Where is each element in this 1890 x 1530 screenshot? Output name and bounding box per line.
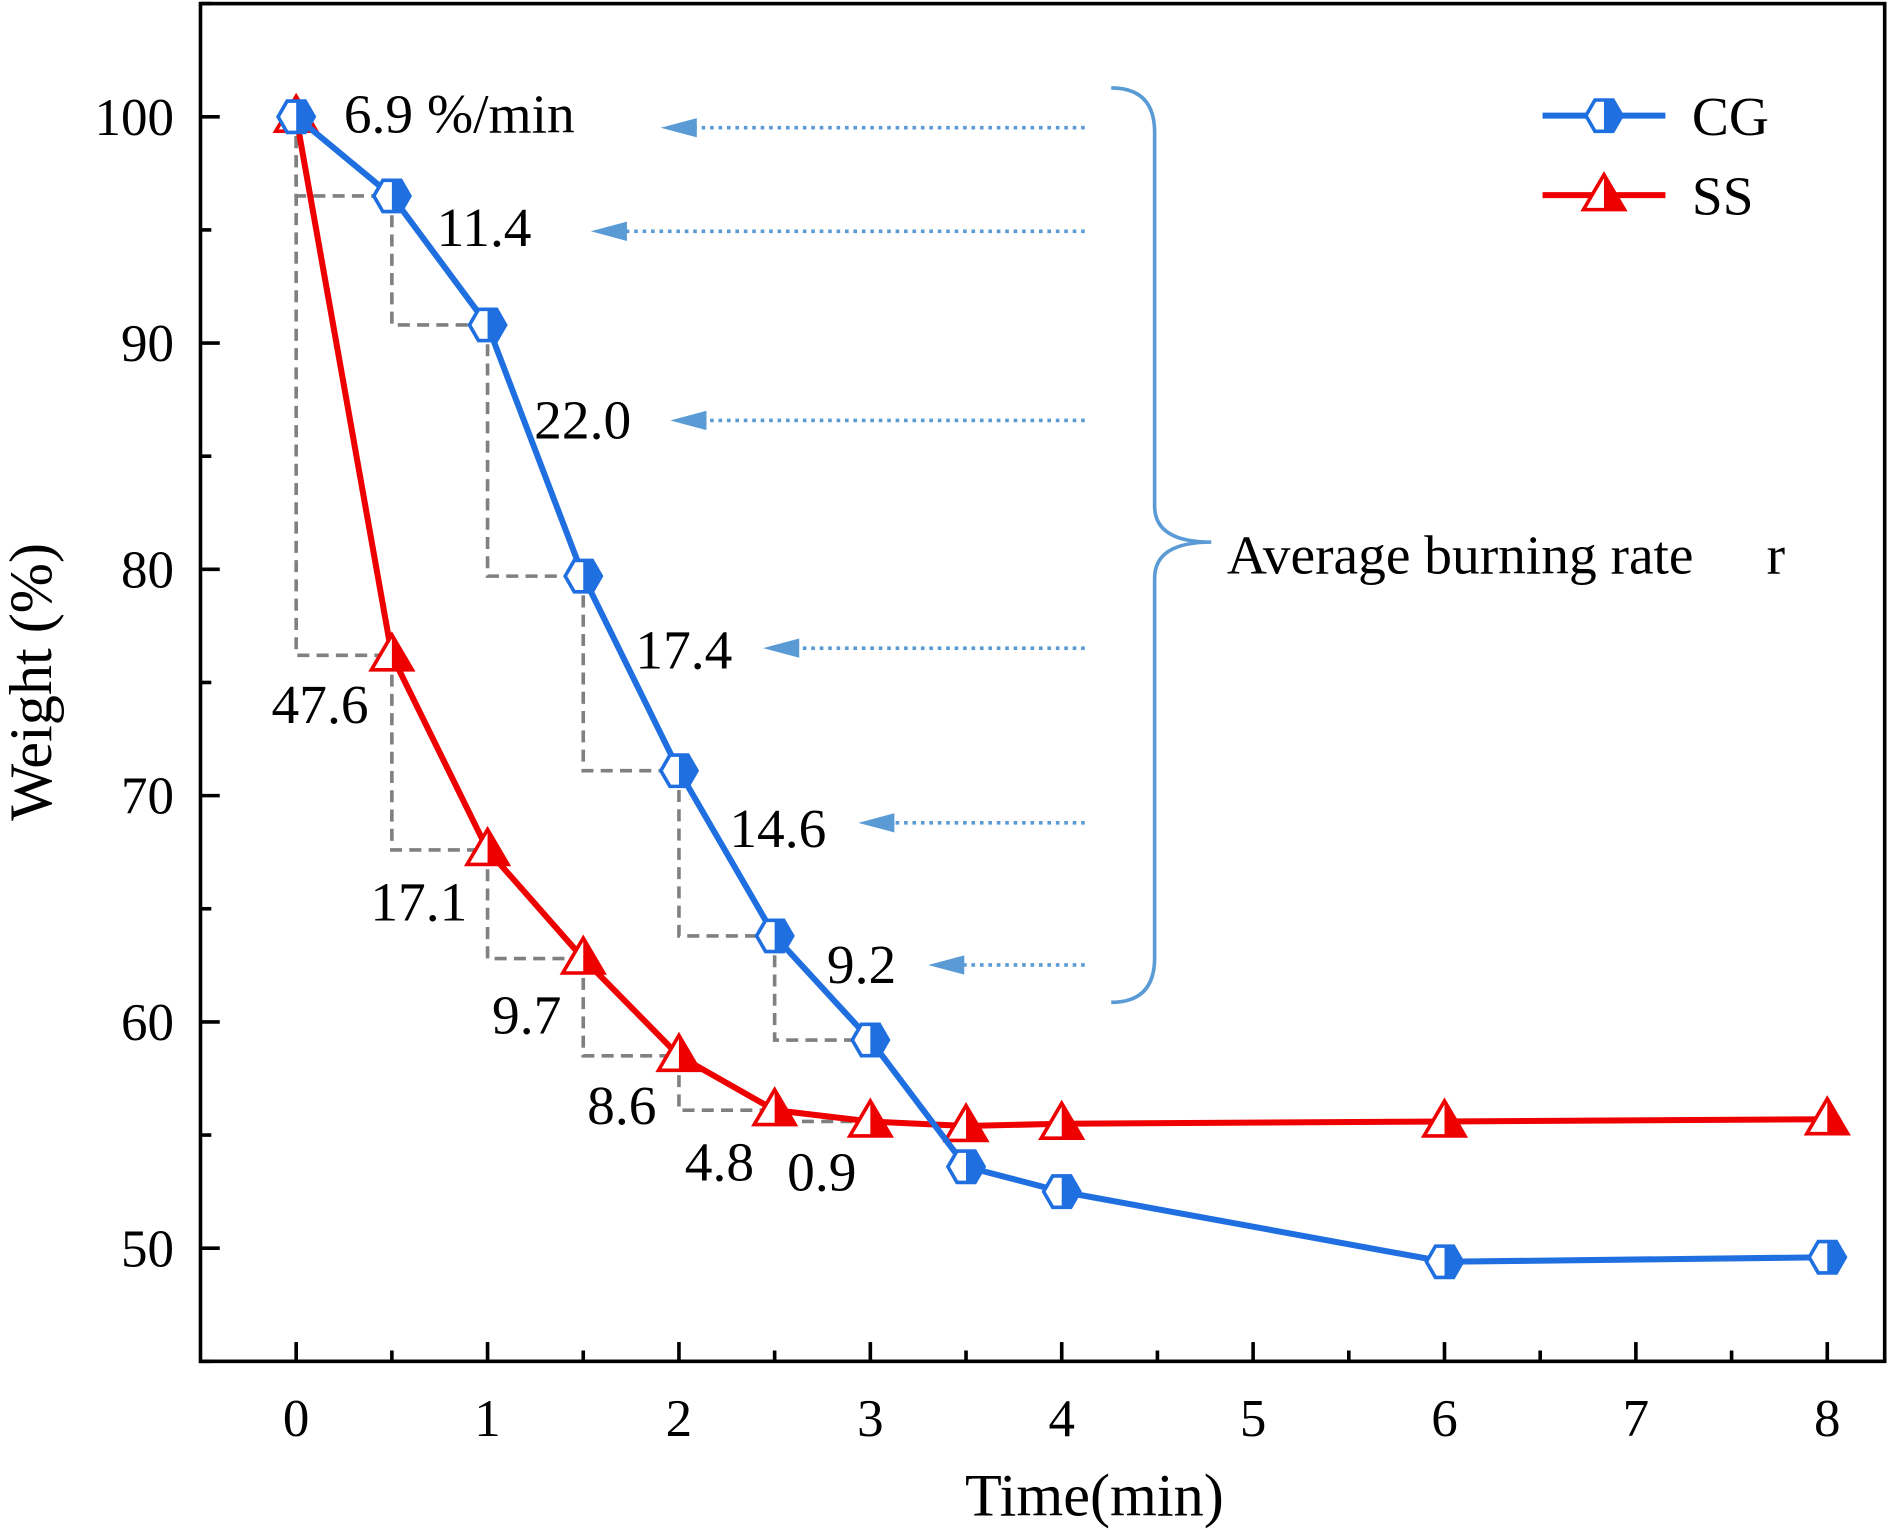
triangle-marker-fill	[1827, 1098, 1848, 1134]
annotations: 6.9 %/min 11.4 22.0 17.4 14.6 9.2 47.6 17.1 9.7 8…	[272, 84, 1786, 1203]
hexagon-marker-fill	[487, 309, 506, 341]
triangle-marker-fill	[678, 1035, 700, 1071]
x-axis-label: Time(min)	[965, 1463, 1224, 1530]
triangle-marker-fill	[774, 1089, 796, 1125]
cg-rate-label: 11.4	[437, 197, 532, 258]
rate-arrowhead	[763, 638, 800, 658]
step-guide-line	[581, 576, 679, 773]
brace	[1111, 86, 1212, 1005]
y-tick-label: 50	[121, 1220, 174, 1278]
triangle-marker-fill	[1061, 1103, 1083, 1139]
ss-rate-label: 9.7	[492, 985, 561, 1046]
brace-label: Average burning rate	[1227, 524, 1694, 585]
triangle-marker-fill	[870, 1100, 891, 1136]
hexagon-marker-fill	[774, 920, 793, 952]
legend-label: SS	[1692, 165, 1754, 226]
rate-arrowhead	[660, 118, 697, 138]
hexagon-marker-fill	[1603, 99, 1623, 132]
triangle-marker-fill	[1444, 1100, 1465, 1136]
hexagon-marker-fill	[870, 1024, 889, 1056]
x-tick-label: 0	[283, 1390, 310, 1448]
hexagon-marker-fill	[1444, 1246, 1463, 1278]
hexagon-marker-fill	[391, 180, 410, 212]
step-guide-line	[390, 655, 488, 852]
step-guide-line	[390, 195, 488, 327]
rate-arrowhead	[858, 813, 895, 833]
ss-rate-label: 47.6	[272, 674, 369, 735]
step-guide-line	[294, 116, 392, 658]
cg-rate-label: 17.4	[635, 620, 732, 681]
hexagon-marker-fill	[296, 101, 315, 133]
triangle-marker-fill	[487, 829, 509, 865]
y-tick-label: 60	[121, 994, 174, 1052]
x-tick-label: 5	[1240, 1390, 1267, 1448]
hexagon-marker-fill	[1827, 1241, 1846, 1273]
ss-rate-label: 8.6	[587, 1075, 656, 1136]
step-guide-line	[677, 770, 775, 938]
x-tick-label: 2	[666, 1390, 692, 1448]
hexagon-marker-fill	[1061, 1175, 1080, 1208]
hexagon-marker-fill	[678, 755, 698, 787]
x-tick-label: 8	[1814, 1390, 1841, 1448]
ss-rate-label: 17.1	[370, 871, 467, 932]
cg-rate-label: 6.9 %/min	[344, 84, 575, 145]
axes: 0 1 2 3 4 5 6 7 8 50 60 70 80 90 100	[94, 1, 1841, 1448]
step-guide-line	[581, 958, 679, 1058]
step-guide-line	[485, 324, 584, 578]
y-tick-label: 100	[94, 89, 174, 147]
series-cg	[276, 99, 1848, 1280]
cg-rate-label: 9.2	[827, 934, 896, 995]
series-line	[293, 116, 1828, 1130]
x-tick-label: 6	[1431, 1390, 1458, 1448]
cg-rate-label: 14.6	[729, 798, 826, 859]
step-guide-line	[772, 935, 871, 1042]
x-tick-label: 4	[1048, 1390, 1075, 1448]
legend-label: CG	[1692, 86, 1769, 147]
x-tick-label: 1	[474, 1390, 501, 1448]
brace-symbol: r	[1767, 524, 1785, 585]
x-tick-label: 7	[1623, 1390, 1650, 1448]
y-tick-label: 80	[121, 541, 174, 599]
y-tick-label: 90	[121, 315, 174, 373]
hexagon-marker-fill	[966, 1151, 985, 1183]
series-layer	[272, 92, 1851, 1280]
hexagon-marker-fill	[583, 560, 602, 592]
ss-rate-label: 4.8	[685, 1132, 754, 1193]
step-guides	[294, 116, 871, 1124]
rate-arrowhead	[928, 955, 965, 975]
cg-rate-label: 22.0	[534, 390, 631, 451]
x-tick-label: 3	[857, 1390, 883, 1448]
triangle-marker-fill	[391, 634, 413, 670]
legend: CG SS	[1542, 86, 1769, 226]
series-line	[294, 114, 1828, 1265]
y-tick-label: 70	[121, 768, 174, 826]
ss-rate-label: 0.9	[787, 1141, 856, 1202]
y-axis-label: Weight (%)	[0, 543, 65, 821]
step-guide-line	[677, 1055, 775, 1112]
rate-arrowhead	[670, 410, 707, 431]
rate-arrowhead	[590, 221, 627, 241]
